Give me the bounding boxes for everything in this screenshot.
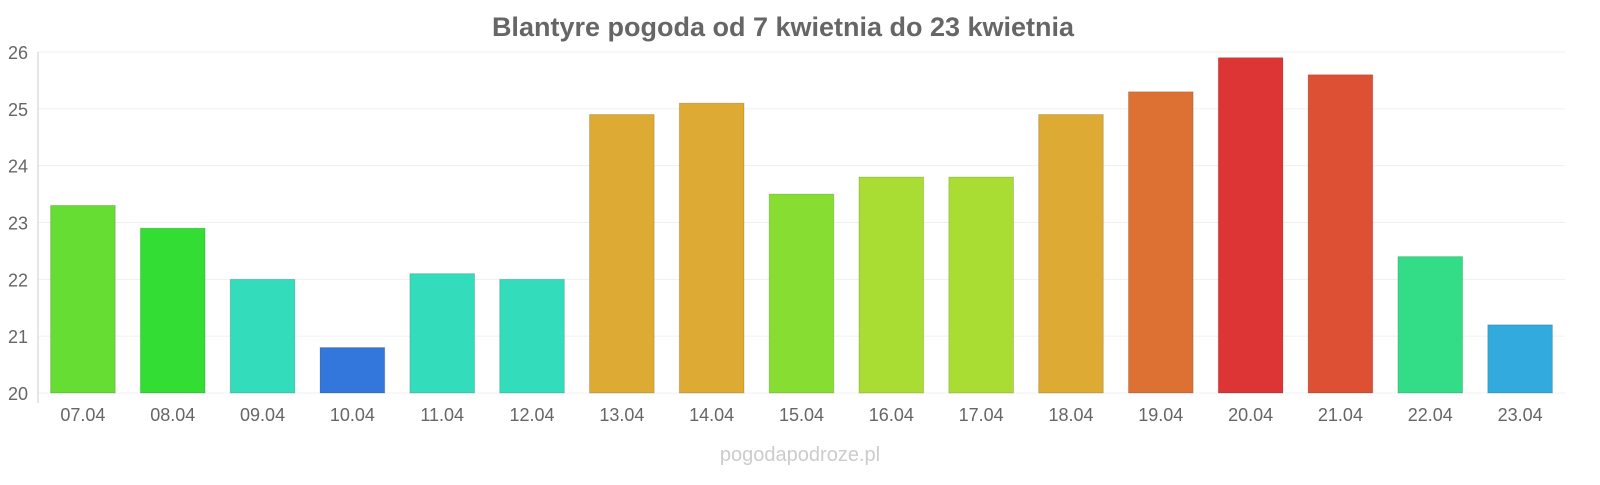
x-tick-label: 11.04 [420,405,464,425]
bar [948,176,1014,394]
x-tick-label: 15.04 [779,405,824,425]
bar [319,347,386,394]
bar [678,102,745,394]
bar [1038,114,1104,394]
bar [589,114,655,394]
x-tick-label: 10.04 [330,405,375,425]
x-tick-label: 17.04 [959,405,1004,425]
x-tick-label: 23.04 [1498,405,1543,425]
x-tick-label: 19.04 [1138,405,1183,425]
y-tick-label: 22 [8,270,28,290]
x-tick-label: 21.04 [1318,405,1363,425]
bar [768,193,835,394]
x-tick-label: 09.04 [240,405,285,425]
x-tick-label: 16.04 [869,405,914,425]
bar [858,176,925,394]
bar [139,227,206,394]
x-tick-label: 13.04 [599,405,644,425]
x-tick-label: 20.04 [1228,405,1273,425]
x-tick-label: 08.04 [150,405,195,425]
watermark: pogodapodroze.pl [720,444,880,466]
y-tick-label: 26 [8,43,28,63]
x-tick-label: 12.04 [510,405,555,425]
x-tick-label: 07.04 [60,405,105,425]
y-tick-label: 25 [8,100,28,120]
y-tick-label: 23 [8,214,28,234]
bar [229,278,296,394]
chart-title: Blantyre pogoda od 7 kwietnia do 23 kwie… [492,12,1075,42]
bar [409,273,476,394]
bar [50,204,116,394]
bar [1217,57,1284,394]
y-tick-label: 24 [8,157,28,177]
bar [1397,256,1464,394]
x-tick-label: 14.04 [689,405,734,425]
x-tick-label: 22.04 [1408,405,1453,425]
bar [1487,324,1553,394]
x-tick-label: 18.04 [1048,405,1093,425]
bar [499,278,565,394]
y-tick-label: 20 [8,384,28,404]
bar [1307,74,1374,394]
bar [1127,91,1194,394]
y-tick-label: 21 [8,327,28,347]
